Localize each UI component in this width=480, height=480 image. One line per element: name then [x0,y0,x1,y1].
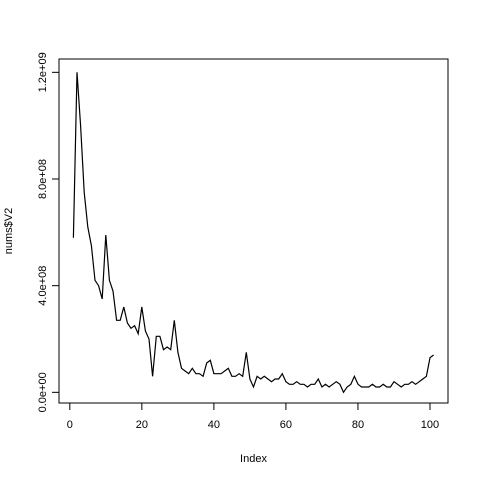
x-tick-label: 40 [208,419,220,431]
plot-frame [58,58,449,404]
y-tick-label: 1.2e+09 [37,52,49,92]
y-tick-label: 0.0e+00 [37,372,49,412]
x-tick-label: 80 [352,419,364,431]
series-line [72,72,434,394]
y-tick-label: 8.0e+08 [37,159,49,199]
x-axis-label: Index [240,453,267,465]
x-tick-label: 100 [421,419,439,431]
y-axis: 0.0e+00 4.0e+08 8.0e+08 1.2e+09 [37,52,60,412]
x-tick-label: 20 [136,419,148,431]
x-axis: 0 20 40 60 80 100 [67,402,439,431]
x-tick-label: 60 [280,419,292,431]
x-tick-label: 0 [67,419,73,431]
y-axis-label: nums$V2 [3,208,15,254]
y-tick-label: 4.0e+08 [37,266,49,306]
